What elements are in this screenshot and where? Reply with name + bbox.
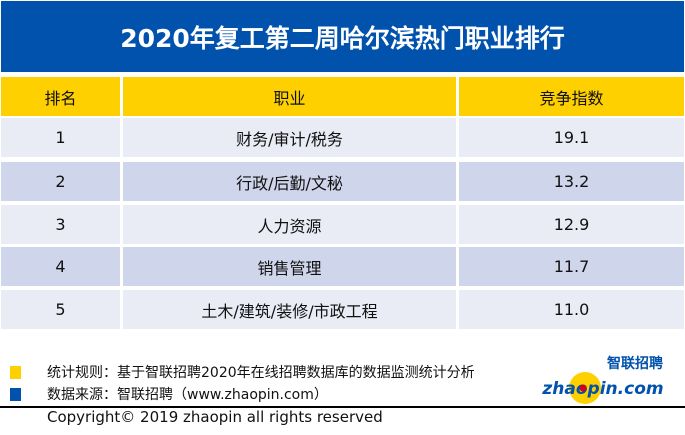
svg-text:zhaopin.com: zhaopin.com <box>541 379 663 399</box>
job-cell: 土木/建筑/装修/市政工程 <box>123 290 456 329</box>
zhaopin-logo: 智联招聘 zhaopin.com <box>535 354 675 404</box>
legend-source: 数据来源：智联招聘（www.zhaopin.com） <box>10 384 328 404</box>
table-row: 3 人力资源 12.9 <box>1 205 684 244</box>
table-row: 1 财务/审计/税务 19.1 <box>1 118 684 157</box>
blue-square-icon <box>10 387 21 401</box>
header-index: 竞争指数 <box>459 77 684 116</box>
index-cell: 11.0 <box>459 290 684 329</box>
svg-text:智联招聘: 智联招聘 <box>606 355 663 372</box>
index-cell: 11.7 <box>459 247 684 286</box>
rank-cell: 2 <box>1 162 120 201</box>
job-cell: 人力资源 <box>123 205 456 244</box>
table-row: 2 行政/后勤/文秘 13.2 <box>1 162 684 201</box>
index-cell: 12.9 <box>459 205 684 244</box>
table-header: 排名 职业 竞争指数 <box>1 77 684 116</box>
legend-rule: 统计规则：基于智联招聘2020年在线招聘数据库的数据监测统计分析 <box>10 362 475 382</box>
index-cell: 19.1 <box>459 118 684 157</box>
rule-text: 统计规则：基于智联招聘2020年在线招聘数据库的数据监测统计分析 <box>47 365 475 381</box>
yellow-square-icon <box>10 365 21 379</box>
source-text: 数据来源：智联招聘（www.zhaopin.com） <box>47 387 328 403</box>
table-row: 4 销售管理 11.7 <box>1 247 684 286</box>
job-cell: 销售管理 <box>123 247 456 286</box>
rank-cell: 1 <box>1 118 120 157</box>
rank-cell: 3 <box>1 205 120 244</box>
copyright: Copyright© 2019 zhaopin all rights reser… <box>47 408 383 426</box>
divider <box>0 406 685 408</box>
job-cell: 行政/后勤/文秘 <box>123 162 456 201</box>
header-rank: 排名 <box>1 77 120 116</box>
page-title: 2020年复工第二周哈尔滨热门职业排行 <box>1 1 684 72</box>
table-row: 5 土木/建筑/装修/市政工程 11.0 <box>1 290 684 329</box>
header-job: 职业 <box>123 77 456 116</box>
rank-cell: 4 <box>1 247 120 286</box>
index-cell: 13.2 <box>459 162 684 201</box>
rank-cell: 5 <box>1 290 120 329</box>
job-cell: 财务/审计/税务 <box>123 118 456 157</box>
